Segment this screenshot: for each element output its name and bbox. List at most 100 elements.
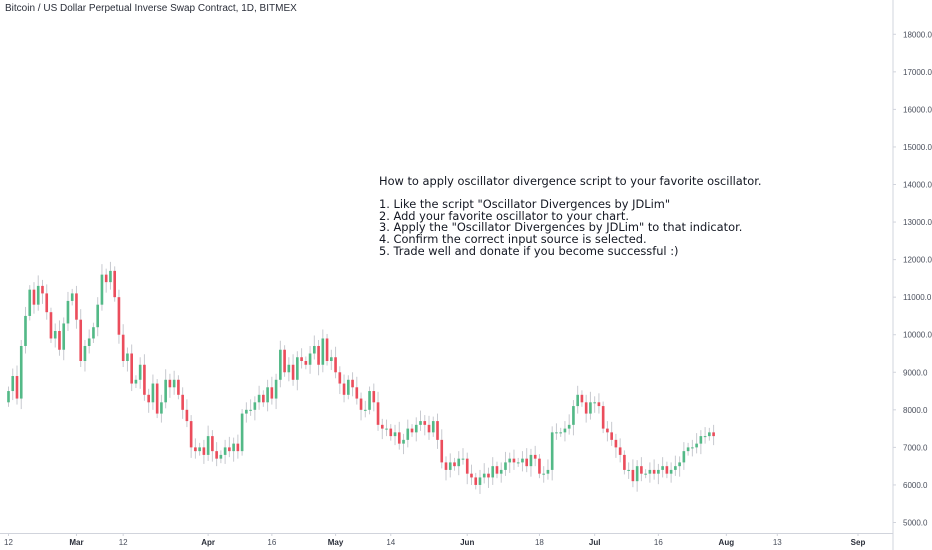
candle [219,450,223,464]
y-tick-label: 16000.0 [903,105,932,114]
candle [546,459,550,480]
candle-body-up [478,477,482,485]
candle [355,376,359,405]
candle-body-up [419,421,422,425]
candle [287,357,291,382]
candle [465,452,469,485]
candle-body-up [287,364,291,373]
candle-body-up [253,402,257,410]
candle [329,349,333,371]
x-tick-label: Mar [69,538,83,547]
candle-body-down [75,293,78,320]
candle [703,427,707,444]
candle-body-up [695,443,698,448]
candle-body-down [147,394,150,403]
note-line: 1. Like the script "Oscillator Divergenc… [379,197,671,212]
candle [512,449,516,470]
candle-body-down [372,391,376,403]
candle [49,307,53,343]
candle-body-up [87,338,91,346]
candle [393,424,397,446]
candle-body-up [635,466,639,482]
candle-body-down [117,297,121,335]
candle [682,442,686,470]
candle-body-up [164,379,167,403]
candle [631,459,635,488]
candle-body-up [126,353,129,362]
candle [580,390,584,407]
candle-body-down [584,402,588,414]
candle [66,291,70,331]
candle [325,333,329,366]
candle-body-up [160,402,163,414]
candle [431,416,435,437]
candle [130,344,133,392]
y-tick-label: 12000.0 [903,256,932,265]
candle [695,433,698,454]
candle-body-up [151,383,155,403]
candle-body-up [368,391,371,410]
candle [232,437,235,462]
candle-body-down [291,364,295,380]
candle-body-up [36,285,40,305]
y-tick-label: 9000.0 [903,368,928,377]
candle [444,456,448,481]
candle [436,413,439,449]
candle-body-down [177,379,180,395]
note-line: 2. Add your favorite oscillator to your … [379,208,629,223]
candle [126,347,129,372]
candle-body-up [393,432,397,437]
candle [113,266,117,302]
x-tick-label: 16 [267,538,276,547]
candle-body-up [53,330,57,339]
candle-body-down [397,432,401,444]
candle-body-down [495,466,499,474]
candle-body-down [185,409,189,422]
candle [385,419,388,437]
candle-body-up [70,293,74,301]
candle-body-up [678,462,681,467]
candle [440,429,444,469]
candle [202,439,206,464]
candle-body-up [491,466,495,478]
candle-body-down [376,402,380,425]
candle [211,430,214,462]
candle [453,457,456,471]
candle-body-down [189,421,193,448]
candle-body-up [24,315,27,346]
candle [240,409,244,456]
candle [177,375,180,400]
x-tick-label: 13 [773,538,782,547]
candle [19,339,23,410]
candle-body-down [618,447,622,455]
candle [134,375,138,389]
candle-body-down [712,432,715,437]
candle [45,284,49,320]
candle [423,415,427,436]
candle-body-down [15,376,19,399]
candle [359,392,363,421]
candle [542,466,546,483]
candle [296,351,299,391]
candle [181,387,184,419]
candle [555,423,558,440]
candle [584,394,588,423]
candle [618,438,622,463]
candle-body-up [499,469,503,474]
candle-body-down [436,421,439,440]
candle-body-up [448,462,452,470]
candle-body-down [143,364,146,395]
candle [24,306,27,354]
candle [334,346,337,379]
candle-body-down [355,387,359,399]
candle-body-down [304,361,308,365]
candle [215,442,218,467]
candle-body-down [202,447,206,455]
candle [198,442,201,456]
candle [461,448,465,465]
candle-body-up [708,432,711,437]
candle [121,324,125,368]
candle-body-up [223,447,227,455]
candle [363,400,367,418]
